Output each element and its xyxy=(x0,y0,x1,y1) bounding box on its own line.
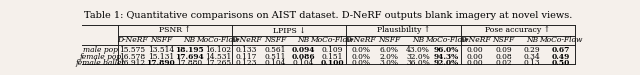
Text: MoCo-Flow: MoCo-Flow xyxy=(425,36,468,44)
Text: 0.67: 0.67 xyxy=(552,46,570,54)
Text: 0.151: 0.151 xyxy=(321,53,343,61)
Text: 96.0%: 96.0% xyxy=(434,46,459,54)
Text: 36.0%: 36.0% xyxy=(406,59,430,67)
Text: D-NeRF: D-NeRF xyxy=(460,36,490,44)
Text: Pose accuracy ↑: Pose accuracy ↑ xyxy=(485,26,550,34)
Text: NSFF: NSFF xyxy=(378,36,401,44)
Text: 0.08: 0.08 xyxy=(495,53,512,61)
Text: NB: NB xyxy=(526,36,538,44)
Text: MoCo-Flow: MoCo-Flow xyxy=(310,36,354,44)
Text: NSFF: NSFF xyxy=(492,36,515,44)
Text: 94.3%: 94.3% xyxy=(434,53,459,61)
Text: PSNR ↑: PSNR ↑ xyxy=(159,26,191,34)
Text: 18.195: 18.195 xyxy=(175,46,204,54)
Text: 0.133: 0.133 xyxy=(236,46,257,54)
Text: NSFF: NSFF xyxy=(264,36,286,44)
Text: 0.00: 0.00 xyxy=(467,59,483,67)
Text: D-NeRF: D-NeRF xyxy=(117,36,148,44)
Text: NSFF: NSFF xyxy=(150,36,172,44)
Text: 17.694: 17.694 xyxy=(175,53,204,61)
Text: female ballet: female ballet xyxy=(76,59,125,67)
Text: 0.511: 0.511 xyxy=(264,53,285,61)
Text: 0.109: 0.109 xyxy=(321,46,343,54)
Text: male pop: male pop xyxy=(83,46,118,54)
Text: 0.0%: 0.0% xyxy=(351,53,371,61)
Text: 0.117: 0.117 xyxy=(236,53,257,61)
Text: MoCo-Flow: MoCo-Flow xyxy=(539,36,582,44)
Text: 43.0%: 43.0% xyxy=(406,46,430,54)
Text: Table 1: Quantitative comparisons on AIST dataset. D-NeRF outputs blank imagery : Table 1: Quantitative comparisons on AIS… xyxy=(84,11,572,20)
Text: Plausibility ↑: Plausibility ↑ xyxy=(377,26,430,34)
Text: 0.00: 0.00 xyxy=(467,46,483,54)
Text: 3.0%: 3.0% xyxy=(380,59,399,67)
Text: 0.50: 0.50 xyxy=(552,59,570,67)
Text: 0.100: 0.100 xyxy=(321,59,344,67)
Text: 14.531: 14.531 xyxy=(205,53,231,61)
Text: 0.0%: 0.0% xyxy=(351,46,371,54)
Text: 0.34: 0.34 xyxy=(524,53,541,61)
Text: 0.09: 0.09 xyxy=(495,46,512,54)
Text: 15.131: 15.131 xyxy=(148,53,174,61)
Text: 6.0%: 6.0% xyxy=(380,46,399,54)
Text: 16.102: 16.102 xyxy=(205,46,231,54)
Text: MoCo-Flow: MoCo-Flow xyxy=(196,36,239,44)
Text: 16.578: 16.578 xyxy=(119,53,145,61)
Text: 17.890: 17.890 xyxy=(147,59,175,67)
Text: 0.0%: 0.0% xyxy=(351,59,371,67)
Text: NB: NB xyxy=(183,36,195,44)
Text: 0.02: 0.02 xyxy=(495,59,512,67)
Text: 0.123: 0.123 xyxy=(236,59,257,67)
Text: NB: NB xyxy=(412,36,424,44)
Text: 0.49: 0.49 xyxy=(552,53,570,61)
Text: 92.0%: 92.0% xyxy=(434,59,459,67)
Text: 0.094: 0.094 xyxy=(292,46,316,54)
Text: female pop: female pop xyxy=(79,53,121,61)
Text: 0.29: 0.29 xyxy=(524,46,540,54)
Text: D-NeRF: D-NeRF xyxy=(231,36,262,44)
Text: 0.104: 0.104 xyxy=(264,59,286,67)
Text: 0.104: 0.104 xyxy=(293,59,314,67)
Text: 13.514: 13.514 xyxy=(148,46,174,54)
Text: 32.0%: 32.0% xyxy=(406,53,430,61)
Text: 17.265: 17.265 xyxy=(205,59,231,67)
Text: 0.086: 0.086 xyxy=(292,53,316,61)
Text: 2.0%: 2.0% xyxy=(380,53,399,61)
Text: 15.575: 15.575 xyxy=(119,46,145,54)
Text: NB: NB xyxy=(298,36,310,44)
Text: D-NeRF: D-NeRF xyxy=(346,36,376,44)
Text: 0.561: 0.561 xyxy=(264,46,285,54)
Text: 16.912: 16.912 xyxy=(119,59,145,67)
Text: LPIPS ↓: LPIPS ↓ xyxy=(273,26,306,34)
Text: 0.13: 0.13 xyxy=(524,59,540,67)
Text: 0.00: 0.00 xyxy=(467,53,483,61)
Text: 17.880: 17.880 xyxy=(176,59,202,67)
